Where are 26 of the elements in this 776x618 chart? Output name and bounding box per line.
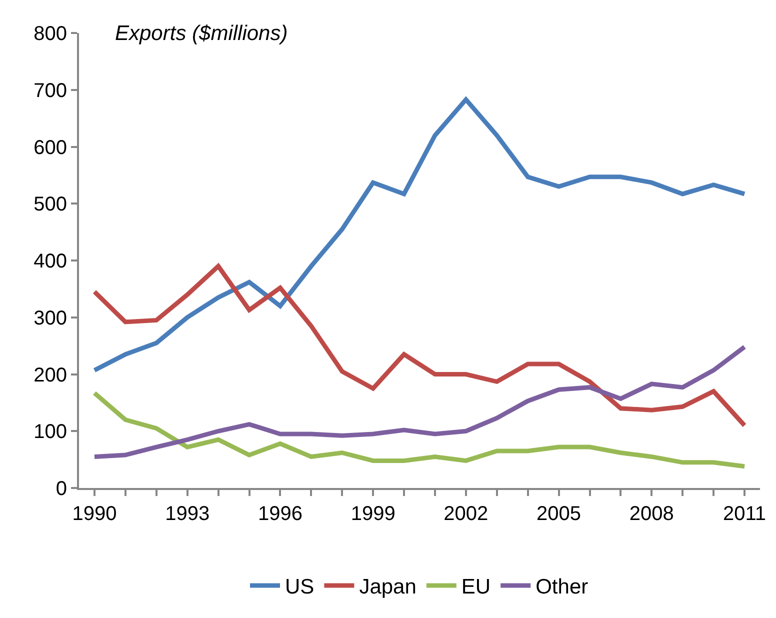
y-tick-label: 200 [34,364,67,386]
x-tick-label: 2002 [444,503,488,525]
x-tick-label: 1996 [258,503,302,525]
legend-label: EU [461,576,491,599]
line-series [92,97,747,373]
x-tick-label: 1990 [72,503,117,525]
line-series [92,264,747,428]
y-tick-label: 300 [34,307,67,330]
x-tick-label: 2011 [723,503,766,525]
y-tick-label: 400 [34,250,67,272]
x-tick-label: 2008 [629,503,674,525]
x-tick-label: 1999 [350,503,396,525]
y-tick-label: 0 [56,478,67,500]
y-tick-label: 500 [34,194,67,216]
line-series [92,344,747,459]
line-series [92,390,747,469]
y-tick-label: 800 [34,23,67,45]
y-tick-label: 700 [34,80,67,102]
legend-label: Japan [359,576,416,599]
legend-label: US [285,576,314,599]
y-axis-title: Exports ($millions) [115,22,288,45]
x-tick-label: 2005 [536,503,582,525]
x-tick-label: 1993 [165,503,210,525]
y-tick-label: 600 [34,136,67,159]
y-tick-label: 100 [34,421,67,444]
legend-label: Other [536,576,588,599]
